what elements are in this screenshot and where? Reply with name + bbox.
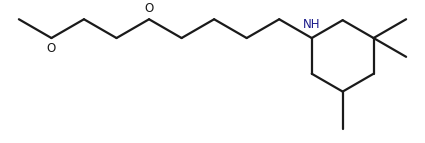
Text: NH: NH	[303, 18, 320, 30]
Text: O: O	[47, 42, 56, 55]
Text: O: O	[144, 2, 154, 15]
